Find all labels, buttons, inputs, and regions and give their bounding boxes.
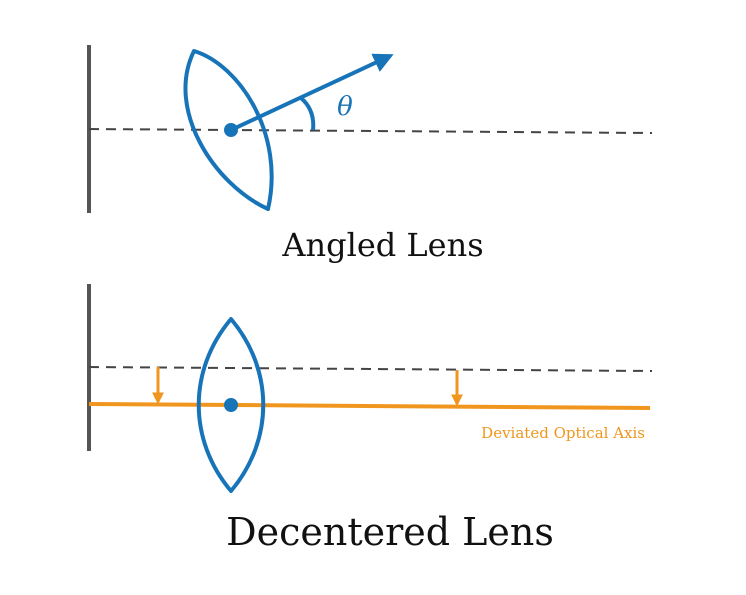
lens-center-dot (224, 398, 238, 412)
angled-lens-panel: θ Angled Lens (87, 45, 653, 264)
optical-axis-dashed (88, 128, 653, 134)
angled-lens-caption: Angled Lens (281, 226, 483, 264)
deviated-axis-label: Deviated Optical Axis (481, 424, 645, 442)
theta-label: θ (337, 92, 353, 122)
optical-axis-dashed (88, 366, 653, 372)
tilted-axis-arrow (230, 53, 394, 132)
angle-arc (299, 96, 316, 131)
decentered-lens-caption: Decentered Lens (226, 510, 554, 554)
decentered-lens-panel: Deviated Optical Axis Decentered Lens (87, 284, 653, 554)
angled-lens-shape (183, 49, 274, 211)
deviated-optical-axis (88, 402, 651, 410)
lens-center-dot (224, 123, 238, 137)
decentered-lens-shape (196, 317, 266, 493)
